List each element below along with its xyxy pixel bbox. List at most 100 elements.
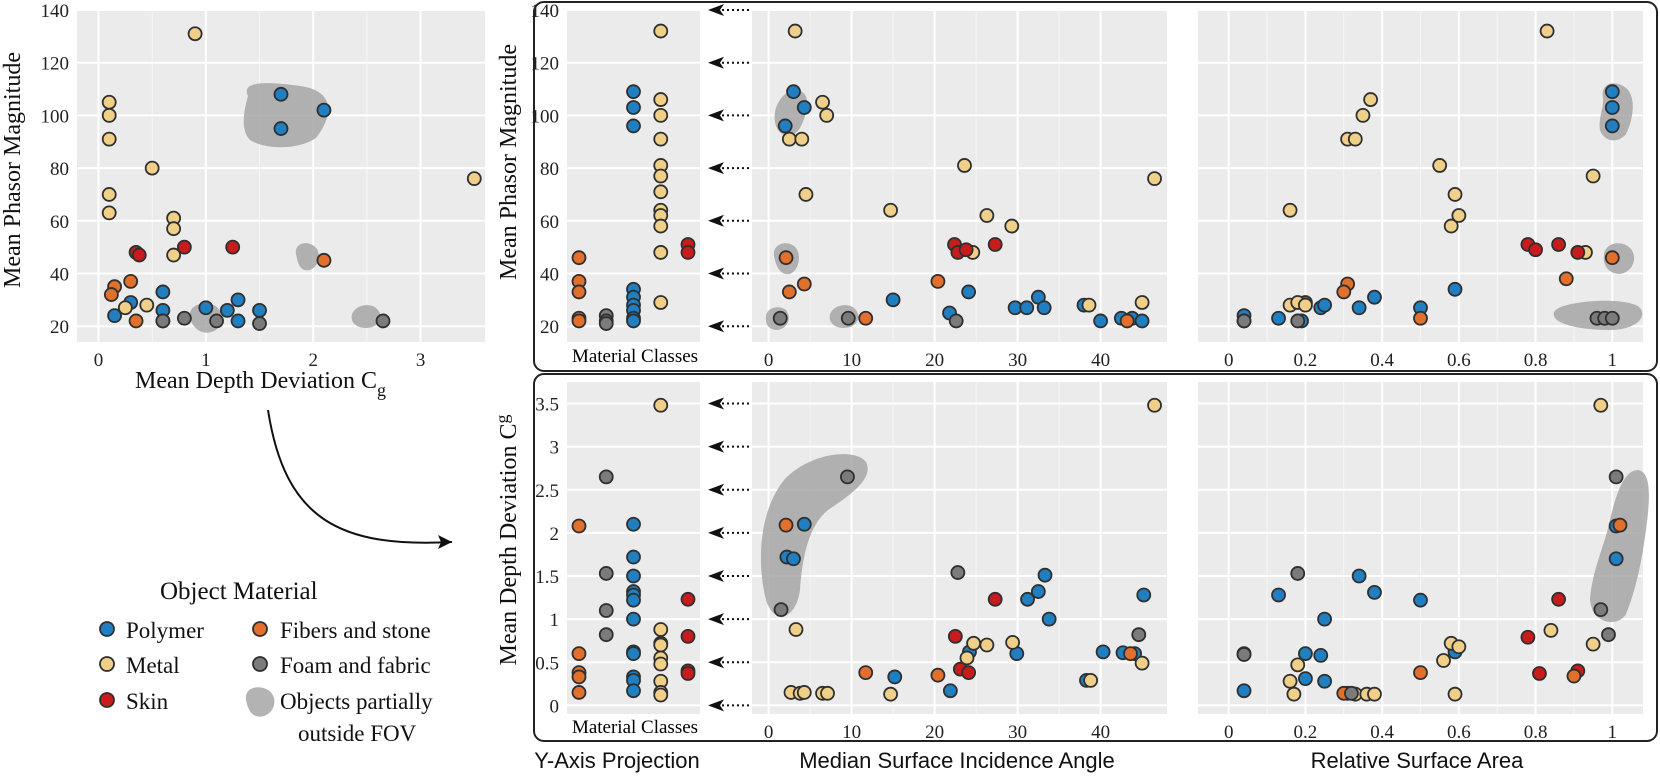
legend-label-polymer: Polymer: [126, 618, 204, 643]
legend: Object Material Polymer Metal Skin Fiber…: [99, 578, 433, 746]
p5-xtick-label: 30: [1008, 722, 1027, 743]
p5-xtick-label: 20: [925, 722, 944, 743]
p0-point-skin: [225, 239, 241, 255]
p1-point-polymer: [626, 84, 641, 100]
p5-point-metal: [1083, 672, 1099, 688]
p0-point-foam-and-fabric: [176, 310, 192, 326]
p4-point-polymer: [626, 646, 641, 662]
p3-point-polymer: [1367, 289, 1382, 305]
p0-point-metal: [187, 26, 203, 42]
projection-arrow-head: [708, 214, 724, 227]
p3-point-fibers-and-stone: [1604, 250, 1620, 266]
p1-ytick-label: 140: [531, 1, 560, 22]
p6-xtick-label: 0.4: [1370, 722, 1394, 743]
p0-point-polymer: [155, 284, 171, 300]
p6-point-metal: [1447, 686, 1463, 702]
p1-point-foam-and-fabric: [598, 316, 614, 331]
p6-point-foam-and-fabric: [1593, 602, 1609, 618]
p3-point-polymer: [1317, 297, 1332, 313]
p1-ytick-label: 120: [531, 54, 560, 75]
p5-xtick-label: 10: [842, 722, 861, 743]
material-classes-label-top: Material Classes: [572, 346, 698, 367]
bottom-ylabel-sub: g: [492, 415, 512, 424]
p2-point-polymer: [1093, 313, 1108, 329]
p1-point-metal: [653, 168, 669, 184]
p0-ytick-label: 80: [50, 159, 69, 180]
p0-point-polymer: [219, 302, 235, 318]
p4-point-metal: [653, 397, 669, 413]
p1-point-metal: [653, 295, 669, 310]
p2-xtick-label: 30: [1008, 350, 1027, 371]
p5-point-fibers-and-stone: [778, 517, 794, 533]
p1-ytick-label: 100: [531, 106, 560, 127]
p3-point-foam-and-fabric: [1604, 310, 1620, 326]
legend-swatch-foam: [252, 656, 268, 672]
p0-xtick-label: 1: [201, 350, 211, 371]
tl-xlabel-main: Mean Depth Deviation C: [135, 368, 377, 394]
projection-arrow-head: [708, 320, 724, 333]
p6-point-metal: [1593, 397, 1609, 413]
p2-point-metal: [1081, 297, 1097, 313]
p1-ytick-label: 20: [540, 317, 559, 338]
p2-point-fibers-and-stone: [796, 276, 812, 292]
p0-point-foam-and-fabric: [209, 313, 224, 329]
p6-point-polymer: [1298, 671, 1313, 687]
p6-xtick-label: 0: [1224, 722, 1234, 743]
p5-point-metal: [788, 622, 804, 637]
p3-point-fibers-and-stone: [1558, 271, 1574, 287]
p2-point-metal: [979, 208, 995, 223]
p4-point-polymer: [626, 683, 641, 699]
p5-xtick-label: 0: [764, 722, 774, 743]
p0-point-metal: [101, 187, 117, 202]
p5-point-metal: [1147, 397, 1162, 413]
p2-point-fibers-and-stone: [930, 273, 946, 289]
p3-point-fibers-and-stone: [1413, 310, 1428, 326]
p3-xtick-label: 0: [1224, 350, 1234, 371]
p6-point-skin: [1532, 666, 1547, 681]
p1-point-skin: [680, 245, 696, 260]
p0-point-polymer: [198, 300, 214, 316]
p5-point-skin: [987, 591, 1003, 607]
p6-point-polymer: [1413, 592, 1428, 608]
p3-point-metal: [1585, 168, 1601, 184]
p3-xtick-label: 0.6: [1447, 350, 1471, 371]
transition-arrow: [267, 409, 453, 549]
p1-point-fibers-and-stone: [571, 313, 587, 329]
p3-point-polymer: [1351, 300, 1367, 316]
p0-point-polymer: [252, 302, 267, 318]
p6-point-metal: [1282, 673, 1298, 689]
legend-swatch-skin: [99, 692, 115, 708]
p3-point-metal: [1363, 92, 1379, 107]
p4-point-foam-and-fabric: [598, 627, 614, 643]
p5-point-polymer: [796, 516, 812, 532]
projection-arrow-head: [708, 397, 724, 410]
tl-xlabel-sub: g: [377, 380, 386, 400]
p3-point-polymer: [1604, 84, 1620, 100]
p6-point-foam-and-fabric: [1608, 469, 1624, 485]
p4-point-fibers-and-stone: [571, 685, 587, 700]
p6-xtick-label: 1: [1608, 722, 1618, 743]
legend-label-fov-1: Objects partially: [280, 689, 433, 714]
bottom-ylabel: Mean Depth Deviation Cg: [492, 415, 522, 666]
p0-point-metal: [101, 107, 117, 123]
p4-point-fibers-and-stone: [571, 646, 587, 662]
bottom-row-frame: [533, 373, 1658, 742]
p3-point-metal: [1447, 187, 1463, 202]
p5-point-metal: [1134, 655, 1150, 671]
p5-point-metal: [966, 635, 982, 651]
p4-ytick-label: 0.5: [535, 653, 559, 674]
p0-point-metal: [117, 300, 133, 316]
projection-arrow-head: [708, 109, 724, 122]
p1-point-metal: [653, 218, 669, 234]
p3-point-skin: [1551, 237, 1567, 252]
p0-point-metal: [144, 160, 160, 176]
p6-point-metal: [1290, 657, 1306, 673]
p0-point-metal: [101, 131, 117, 147]
p2-point-metal: [798, 187, 814, 202]
p4-ytick-label: 1: [550, 610, 560, 631]
p5-point-skin: [961, 665, 977, 681]
p4-point-foam-and-fabric: [598, 566, 614, 581]
p6-point-fibers-and-stone: [1566, 668, 1582, 684]
bottom-ylabel-main: Mean Depth Deviation C: [496, 424, 522, 666]
p0-point-polymer: [107, 308, 122, 324]
